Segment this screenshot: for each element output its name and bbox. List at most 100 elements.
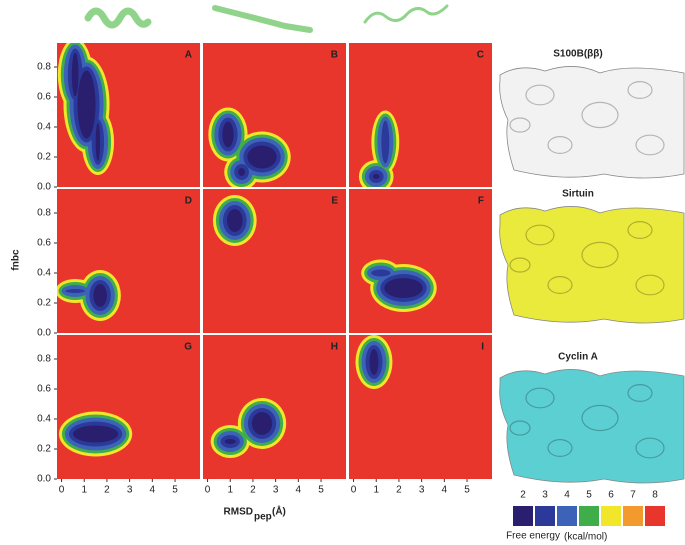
basin — [384, 278, 423, 298]
panel-label: G — [184, 342, 192, 353]
protein-surface — [499, 206, 685, 324]
panel-label: A — [185, 50, 192, 61]
colorbar-cell — [623, 506, 643, 526]
x-tick-label: 4 — [296, 485, 302, 496]
basin — [224, 439, 236, 444]
basins — [57, 43, 115, 175]
colorbar-cell — [513, 506, 533, 526]
surface-bump — [581, 101, 619, 129]
protein-name: S100B(ββ) — [553, 49, 602, 60]
x-tick-label: 1 — [373, 485, 379, 496]
surface-bump — [627, 221, 653, 240]
y-tick-label: 0.6 — [37, 238, 51, 249]
basins — [208, 107, 291, 187]
panel-label: E — [331, 196, 338, 207]
y-tick-label: 0.4 — [37, 268, 51, 279]
y-tick-label: 0.0 — [37, 474, 51, 485]
surface-bump — [547, 136, 573, 155]
panel-background — [349, 189, 492, 333]
x-axis-title-unit: (Å) — [272, 505, 286, 518]
x-axis-title: RMSD — [224, 507, 253, 518]
panel: G 0.0 0.2 0.4 0.6 0.8 0 1 2 3 4 5 — [37, 335, 200, 496]
surface-bump — [509, 117, 531, 133]
panel-background — [57, 189, 200, 333]
panel: D 0.0 0.2 0.4 0.6 0.8 — [37, 189, 200, 339]
y-tick-label: 0.2 — [37, 298, 51, 309]
x-tick-label: 0 — [205, 485, 211, 496]
panel: F — [349, 189, 492, 333]
surface-bump — [509, 420, 531, 436]
colorbar-label: 6 — [608, 490, 614, 501]
x-tick-label: 2 — [396, 485, 402, 496]
y-axis-title: fnbc — [11, 249, 22, 271]
panel-label: H — [331, 342, 338, 353]
colorbar-cell — [645, 506, 665, 526]
y-tick-label: 0.2 — [37, 444, 51, 455]
basins — [210, 398, 287, 458]
basins — [58, 411, 133, 457]
surface-bump — [635, 274, 665, 296]
basin — [77, 70, 96, 139]
panel: I 0 1 2 3 4 5 — [349, 335, 492, 496]
basin — [238, 168, 245, 176]
basin — [226, 209, 243, 232]
panel-label: I — [481, 342, 484, 353]
x-tick-label: 3 — [273, 485, 279, 496]
basin — [71, 52, 79, 97]
surface — [499, 206, 685, 324]
panel-label: B — [331, 50, 338, 61]
basin — [72, 425, 119, 443]
surface-bump — [525, 84, 555, 106]
colorbar-label: 4 — [564, 490, 570, 501]
surface-bump — [547, 439, 573, 458]
colorbar-unit: (kcal/mol) — [564, 532, 607, 543]
basin — [371, 269, 391, 277]
panel: A 0.0 0.2 0.4 0.6 0.8 — [37, 43, 200, 193]
basins — [355, 335, 393, 389]
basin — [369, 349, 379, 375]
y-tick-label: 0.4 — [37, 414, 51, 425]
protein-name: Sirtuin — [562, 189, 594, 200]
basin — [251, 412, 273, 435]
surface-bump — [525, 387, 555, 409]
x-tick-label: 5 — [464, 485, 470, 496]
surface-bump — [509, 257, 531, 273]
basins — [212, 195, 257, 246]
surface-bump — [627, 384, 653, 403]
colorbar-label: 8 — [652, 490, 658, 501]
x-tick-label: 2 — [250, 485, 256, 496]
y-tick-label: 0.6 — [37, 92, 51, 103]
y-tick-label: 0.6 — [37, 384, 51, 395]
surface-bump — [547, 276, 573, 295]
y-tick-label: 0.8 — [37, 62, 51, 73]
x-tick-label: 4 — [442, 485, 448, 496]
x-tick-label: 0 — [59, 485, 65, 496]
panel-label: C — [477, 50, 484, 61]
basin — [65, 289, 85, 293]
colorbar-cell — [557, 506, 577, 526]
basin — [95, 123, 101, 161]
y-tick-label: 0.2 — [37, 152, 51, 163]
basins — [57, 270, 121, 321]
colorbar-label: 5 — [586, 490, 592, 501]
colorbar-cell — [579, 506, 599, 526]
x-tick-label: 3 — [419, 485, 425, 496]
x-tick-label: 3 — [127, 485, 133, 496]
panel-label: D — [185, 196, 192, 207]
x-tick-label: 5 — [172, 485, 178, 496]
colorbar-label: 2 — [520, 490, 526, 501]
colorbar-title: Free energy — [506, 531, 560, 542]
colorbar-cell — [535, 506, 555, 526]
basin — [372, 174, 380, 179]
basins — [361, 259, 437, 312]
colorbar-label: 7 — [630, 490, 636, 501]
protein-name: Cyclin A — [558, 352, 598, 363]
x-tick-label: 5 — [318, 485, 324, 496]
protein-surface — [499, 66, 685, 179]
panel: E — [203, 189, 346, 333]
panel: C — [349, 43, 492, 187]
panel-label: F — [478, 196, 484, 207]
surface-bump — [581, 404, 619, 432]
peptide-ribbons — [84, 4, 449, 33]
